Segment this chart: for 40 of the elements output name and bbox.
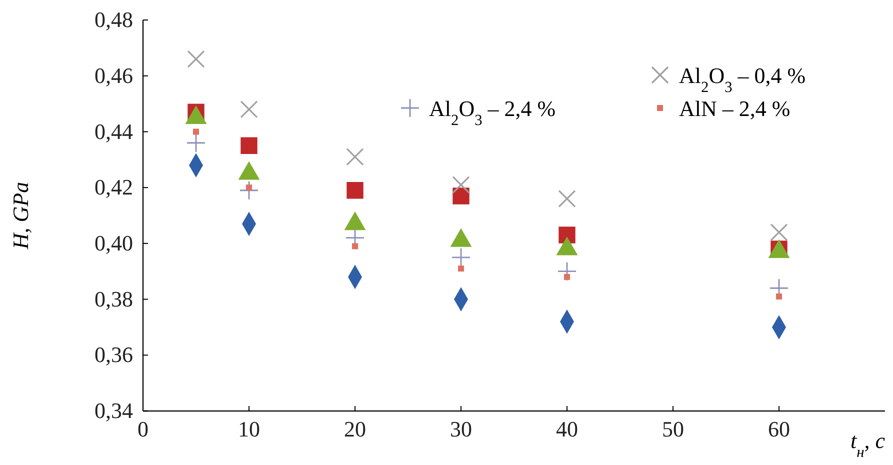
- x-tick-label: 10: [238, 416, 260, 442]
- x-axis-title: t$_{н}$, с: [850, 428, 886, 460]
- point: [240, 137, 258, 154]
- y-tick-label: 0,46: [94, 62, 133, 88]
- y-tick-label: 0,38: [94, 286, 133, 312]
- point: [458, 266, 464, 272]
- point: [193, 128, 199, 135]
- point: [246, 184, 252, 191]
- point: [240, 100, 258, 118]
- x-tick-label: 50: [662, 416, 684, 442]
- point: [770, 223, 788, 242]
- point: [776, 293, 782, 300]
- point: [352, 243, 358, 250]
- y-axis-title: H, GPa: [8, 182, 33, 250]
- y-tick-label: 0,48: [94, 7, 133, 32]
- point: [452, 176, 470, 194]
- point: [564, 274, 570, 280]
- x-tick-label: 30: [450, 416, 472, 442]
- x-tick-label: 40: [556, 416, 578, 442]
- legend-label: Al$_{2}$O$_{3}$ – 0,4 %: [679, 63, 806, 96]
- point: [452, 188, 470, 204]
- point: [346, 148, 364, 166]
- point: [187, 50, 205, 68]
- y-tick-label: 0,42: [94, 174, 133, 200]
- point: [558, 226, 576, 244]
- point: [557, 262, 577, 282]
- point: [558, 190, 576, 208]
- y-tick-label: 0,36: [94, 342, 133, 368]
- x-tick-label: 0: [138, 416, 148, 442]
- point: [346, 182, 364, 199]
- legend-label: Al$_{2}$O$_{3}$ – 2,4 %: [429, 96, 556, 128]
- x-tick-label: 20: [344, 416, 366, 442]
- point: [239, 180, 259, 200]
- y-tick-label: 0,44: [94, 118, 133, 144]
- x-tick-label: 60: [768, 416, 790, 442]
- y-tick-label: 0,34: [94, 398, 133, 424]
- legend-label: AlN – 2,4 %: [679, 96, 790, 121]
- point: [451, 248, 471, 268]
- y-tick-label: 0,40: [94, 230, 133, 256]
- point: [186, 133, 206, 153]
